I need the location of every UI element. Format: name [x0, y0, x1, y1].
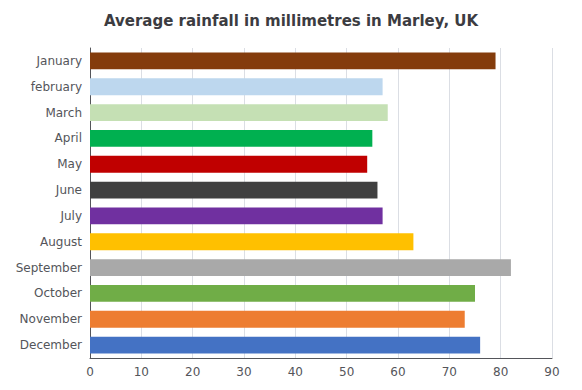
svg-text:August: August — [40, 235, 82, 249]
svg-text:March: March — [45, 106, 82, 120]
svg-text:80: 80 — [493, 365, 508, 379]
svg-text:50: 50 — [339, 365, 354, 379]
svg-text:90: 90 — [544, 365, 559, 379]
svg-text:february: february — [31, 80, 82, 94]
svg-text:June: June — [55, 183, 82, 197]
svg-text:10: 10 — [134, 365, 149, 379]
svg-text:November: November — [20, 312, 82, 326]
svg-text:September: September — [16, 261, 82, 275]
svg-text:30: 30 — [236, 365, 251, 379]
svg-text:January: January — [36, 54, 83, 68]
svg-text:December: December — [20, 338, 82, 352]
svg-text:20: 20 — [185, 365, 200, 379]
svg-text:60: 60 — [390, 365, 405, 379]
svg-text:April: April — [55, 131, 82, 145]
svg-text:40: 40 — [288, 365, 303, 379]
svg-text:70: 70 — [442, 365, 457, 379]
svg-text:May: May — [57, 157, 82, 171]
svg-text:July: July — [59, 209, 82, 223]
svg-text:Average rainfall in millimetre: Average rainfall in millimetres in Marle… — [104, 12, 480, 30]
svg-text:October: October — [34, 286, 82, 300]
svg-text:0: 0 — [86, 365, 94, 379]
